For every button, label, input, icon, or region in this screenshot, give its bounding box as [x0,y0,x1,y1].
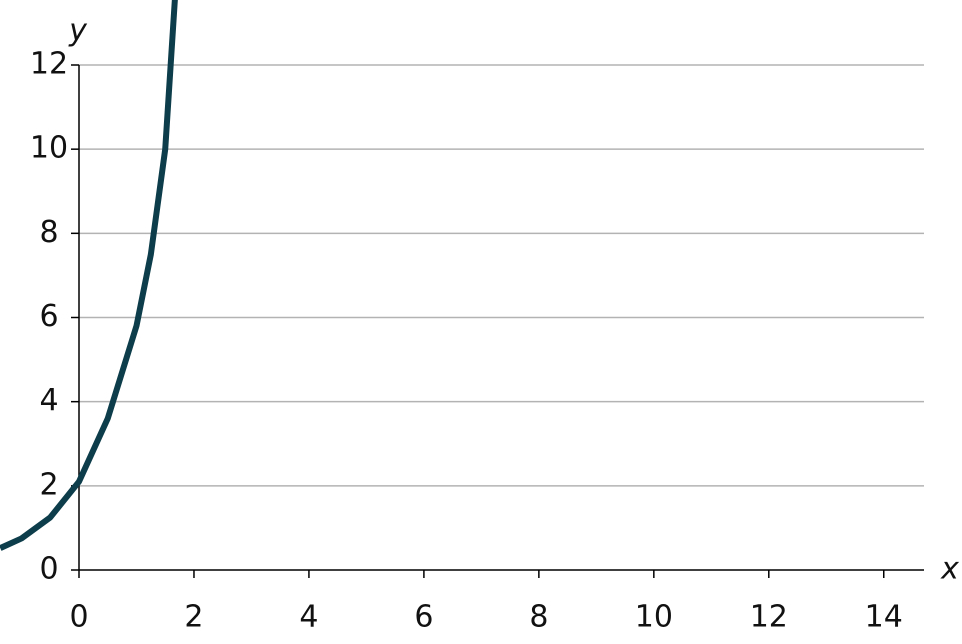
x-tick-label: 4 [299,600,318,635]
y-tick-label: 10 [30,131,68,166]
y-tick-label: 4 [39,383,58,418]
y-tick-label: 8 [39,215,58,250]
y-tick-label: 2 [39,467,58,502]
x-tick-label: 10 [635,600,673,635]
line [0,0,178,551]
x-tick-label: 6 [414,600,433,635]
x-tick-label: 14 [865,600,903,635]
y-tick-label: 6 [39,299,58,334]
y-tick-label: 12 [30,47,68,82]
x-tick-label: 0 [69,600,88,635]
y-axis-label: y [68,14,88,49]
x-tick-label: 2 [184,600,203,635]
y-tick-label: 0 [39,552,58,587]
x-tick-label: 12 [750,600,788,635]
x-axis-label: x [940,552,959,587]
x-tick-label: 8 [529,600,548,635]
